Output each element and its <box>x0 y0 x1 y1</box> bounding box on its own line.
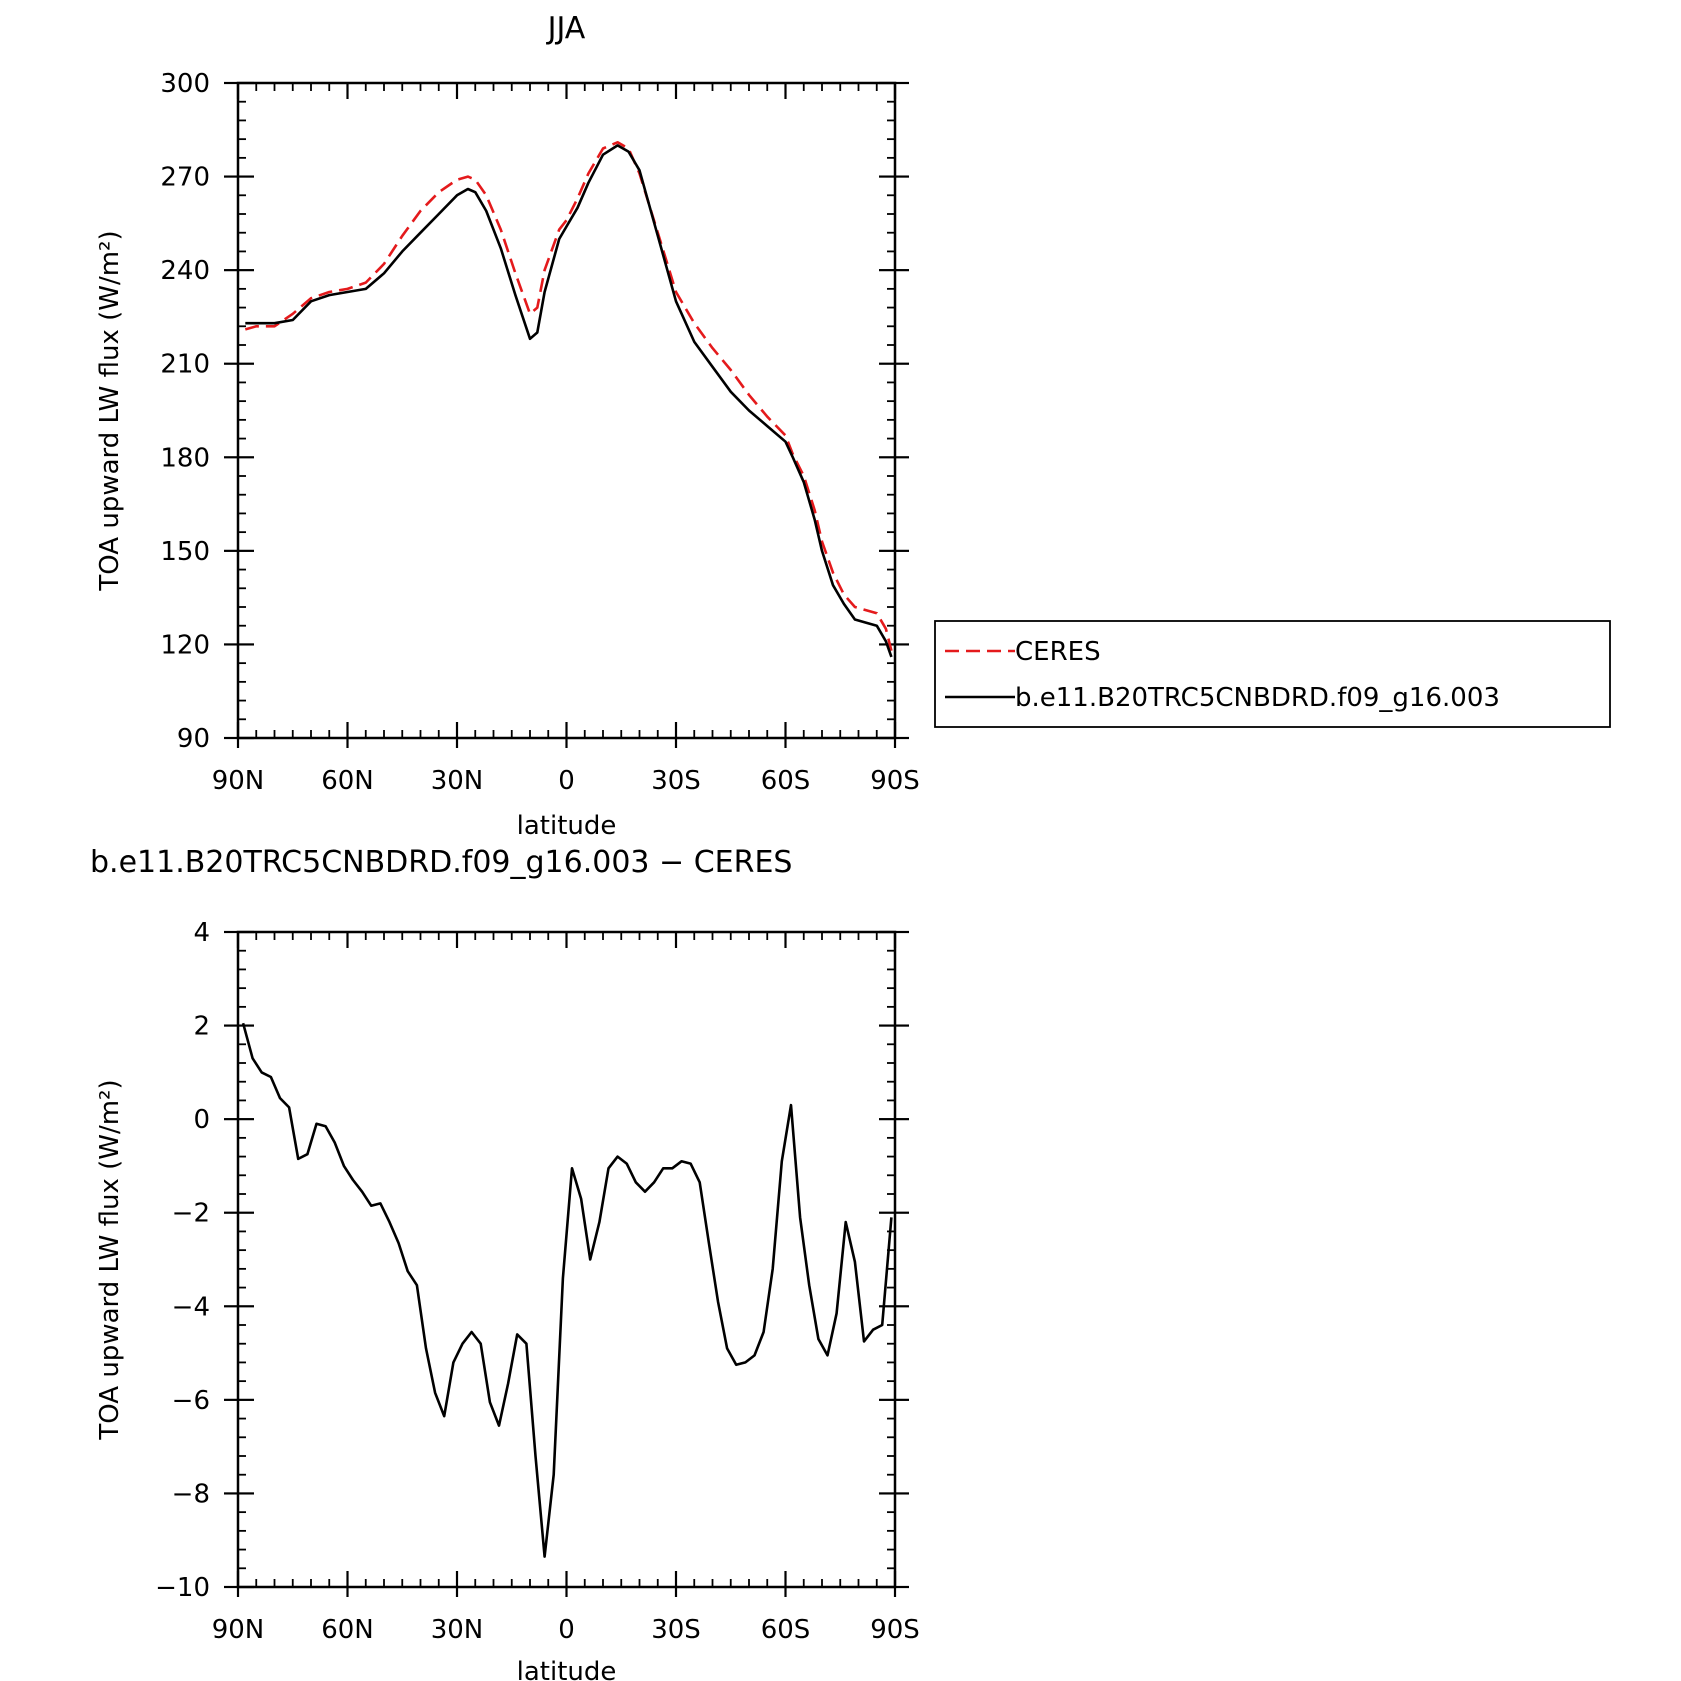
y-tick-label: 120 <box>160 630 210 660</box>
y-tick-label: 300 <box>160 69 210 99</box>
y-tick-label: −6 <box>172 1386 210 1416</box>
x-tick-label: 0 <box>558 766 575 796</box>
y-tick-label: 90 <box>177 724 210 754</box>
legend-label-0: CERES <box>1015 637 1101 667</box>
legend-label-1: b.e11.B20TRC5CNBDRD.f09_g16.003 <box>1015 683 1500 713</box>
upper-panel: 90N 60N 30N 0 30S 60S 90S 90 120 150 180 210 240 270 3… <box>95 11 920 841</box>
x-tick-label: 0 <box>558 1615 575 1645</box>
y-tick-label: −10 <box>155 1573 210 1603</box>
x-axis-label: latitude <box>517 811 617 841</box>
plot-frame <box>236 930 897 1589</box>
x-tick-label: 90S <box>870 1615 920 1645</box>
x-tick-label: 30S <box>651 1615 701 1645</box>
x-tick-label: 90N <box>212 766 265 796</box>
y-tick-label: −4 <box>172 1292 210 1322</box>
legend-box <box>934 620 1611 728</box>
plot-frame <box>236 81 897 740</box>
x-tick-label: 60N <box>321 1615 374 1645</box>
lower-panel: 90N 60N 30N 0 30S 60S 90S −10 −8 −6 −4 −2 0 2 4 b.e11.B… <box>90 845 920 1681</box>
x-tick-label: 90S <box>870 766 920 796</box>
series-line-1 <box>245 144 893 658</box>
plot-title: b.e11.B20TRC5CNBDRD.f09_g16.003 − CERES <box>90 845 792 880</box>
x-tick-label: 30N <box>431 766 484 796</box>
y-tick-label: 240 <box>160 256 210 286</box>
x-tick-label: 30N <box>431 1615 484 1645</box>
legend: CERES b.e11.B20TRC5CNBDRD.f09_g16.003 <box>934 620 1611 728</box>
y-tick-label: 210 <box>160 350 210 380</box>
x-tick-label: 60S <box>761 766 811 796</box>
y-axis-label: TOA upward LW flux (W/m²) <box>95 1079 125 1440</box>
y-tick-label: 4 <box>193 918 210 948</box>
x-axis-label: latitude <box>517 1657 617 1681</box>
x-tick-label: 60S <box>761 1615 811 1645</box>
y-tick-label: 0 <box>193 1105 210 1135</box>
y-tick-label: 270 <box>160 163 210 193</box>
x-tick-label: 30S <box>651 766 701 796</box>
x-tick-label: 60N <box>321 766 374 796</box>
y-tick-label: −8 <box>172 1479 210 1509</box>
x-tick-label: 90N <box>212 1615 265 1645</box>
y-tick-label: −2 <box>172 1199 210 1229</box>
y-axis-label: TOA upward LW flux (W/m²) <box>95 230 125 591</box>
plot-title: JJA <box>546 11 586 46</box>
series-line-0 <box>241 1022 893 1558</box>
y-tick-label: 2 <box>193 1012 210 1042</box>
series-line-0 <box>244 141 893 652</box>
y-tick-label: 180 <box>160 443 210 473</box>
y-tick-label: 150 <box>160 537 210 567</box>
